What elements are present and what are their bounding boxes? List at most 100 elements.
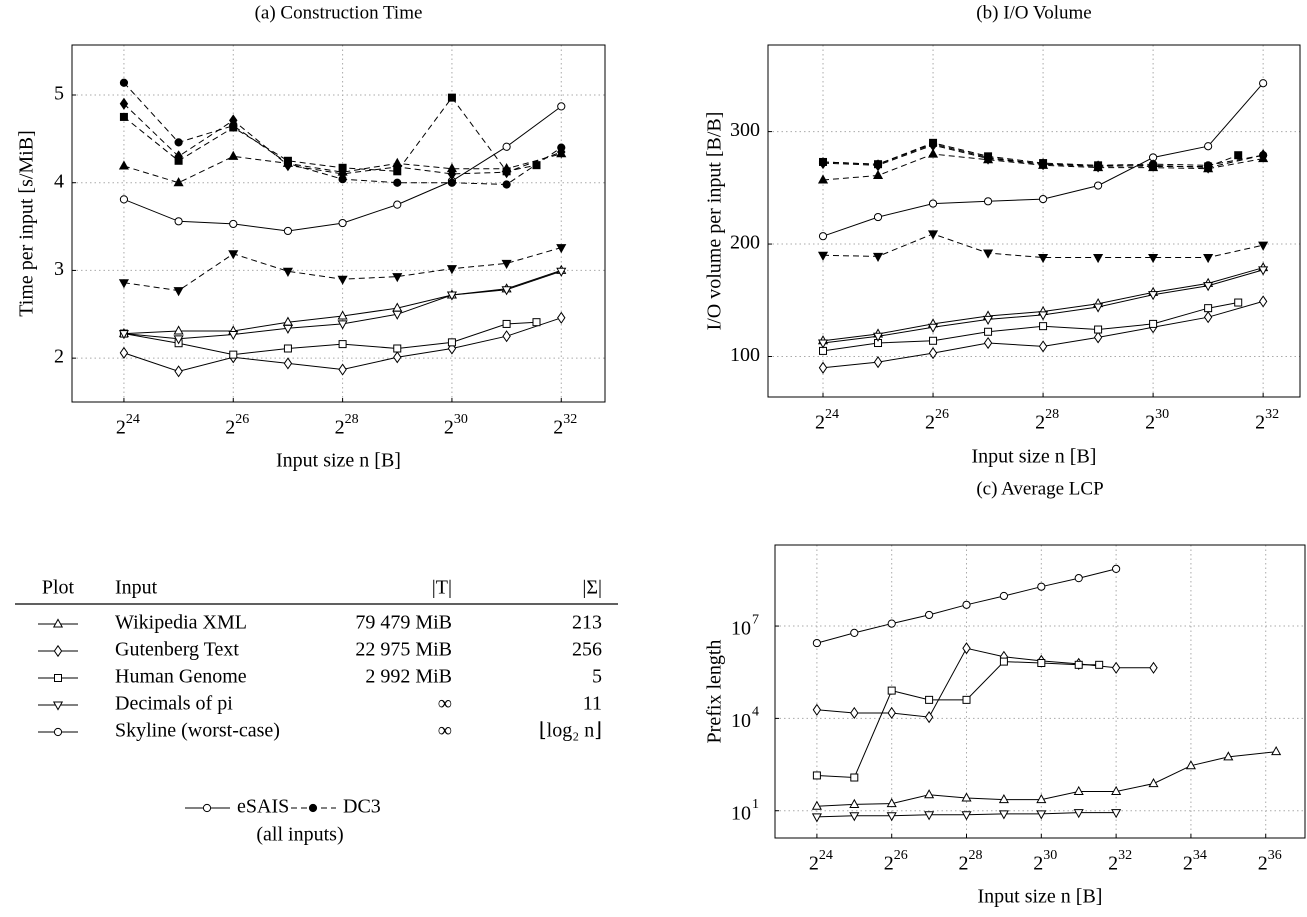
y-tick-exponent: 1 <box>752 797 759 812</box>
x-tick-label: 2 <box>1255 412 1265 434</box>
series-line <box>123 153 562 184</box>
x-tick-label: 2 <box>225 417 235 439</box>
x-tick-label: 2 <box>116 417 126 439</box>
marker <box>1149 160 1158 169</box>
x-tick-label: 2 <box>959 853 969 875</box>
y-tick-label: 5 <box>54 83 64 105</box>
marker <box>872 169 884 179</box>
series-line <box>816 647 1154 718</box>
marker <box>118 160 129 170</box>
marker <box>1074 660 1083 669</box>
marker <box>1204 161 1213 170</box>
y-tick-label: 200 <box>730 232 760 254</box>
y-tick-label: 100 <box>730 344 760 366</box>
marker <box>811 813 822 823</box>
x-tick-exponent: 32 <box>563 412 577 427</box>
marker <box>53 644 63 658</box>
y-tick-label: 4 <box>54 170 64 192</box>
marker <box>338 218 347 228</box>
marker <box>1259 151 1268 160</box>
marker <box>1038 340 1048 353</box>
marker <box>1038 311 1049 321</box>
marker <box>983 336 993 350</box>
marker <box>1185 760 1196 770</box>
marker <box>173 325 184 335</box>
marker <box>873 160 883 169</box>
marker <box>927 323 939 333</box>
legend-note: (all inputs) <box>256 824 343 846</box>
marker <box>174 365 183 378</box>
marker <box>850 773 859 782</box>
marker <box>446 291 457 301</box>
marker <box>393 351 402 364</box>
marker <box>118 330 129 340</box>
marker <box>1074 574 1083 583</box>
marker <box>1234 151 1243 160</box>
marker <box>928 199 938 208</box>
marker <box>532 318 541 327</box>
table-cell: Wikipedia XML <box>115 612 247 634</box>
y-axis-label: I/O volume per input [B/B] <box>704 112 726 331</box>
y-tick-label: 3 <box>54 258 64 280</box>
marker <box>961 792 972 802</box>
marker <box>173 287 184 297</box>
x-tick-label: 2 <box>1108 853 1118 875</box>
marker <box>502 319 511 328</box>
table-cell: Skyline (worst-case) <box>115 720 280 742</box>
marker <box>1258 266 1269 276</box>
table-cell: 2 992 MiB <box>365 666 452 688</box>
x-tick-label: 2 <box>1035 412 1045 434</box>
marker <box>173 335 184 345</box>
marker <box>119 195 129 204</box>
marker <box>887 706 896 720</box>
marker <box>1203 311 1213 324</box>
marker <box>1112 564 1121 573</box>
marker <box>1258 295 1268 308</box>
marker <box>502 167 511 176</box>
marker <box>1148 777 1159 788</box>
chart-title: (c) Average LCP <box>976 478 1103 499</box>
x-tick-label: 2 <box>884 853 894 875</box>
marker <box>1149 319 1158 328</box>
marker <box>282 324 293 334</box>
x-tick-label: 2 <box>1183 853 1193 875</box>
x-tick-exponent: 28 <box>969 848 983 863</box>
marker <box>338 340 347 349</box>
marker <box>283 344 292 353</box>
marker <box>998 810 1009 820</box>
marker <box>501 286 512 296</box>
marker <box>886 798 897 808</box>
marker <box>983 197 993 206</box>
series-line <box>822 233 1264 258</box>
y-axis-label: Time per input [s/MiB] <box>16 130 38 317</box>
marker <box>962 642 971 655</box>
marker <box>1093 303 1104 313</box>
marker <box>338 163 347 172</box>
marker <box>1093 331 1103 344</box>
series-line <box>123 96 537 172</box>
marker <box>392 310 403 320</box>
marker <box>393 178 402 187</box>
marker <box>962 695 971 704</box>
marker <box>119 78 129 87</box>
table-header: Input <box>115 577 158 599</box>
marker <box>1093 161 1103 170</box>
table-cell: 213 <box>572 612 602 634</box>
x-tick-label: 2 <box>553 417 563 439</box>
x-axis-label: Input size n [B] <box>276 450 401 472</box>
marker <box>849 812 860 822</box>
marker <box>983 153 993 162</box>
marker <box>817 339 829 349</box>
marker <box>873 212 883 222</box>
marker <box>337 275 348 285</box>
marker <box>927 230 939 240</box>
x-tick-label: 2 <box>444 417 454 439</box>
marker <box>502 142 511 151</box>
x-axis-label: Input size n [B] <box>972 446 1097 468</box>
x-tick-exponent: 36 <box>1268 848 1282 863</box>
marker <box>228 250 239 260</box>
marker <box>850 706 859 720</box>
marker <box>229 350 238 359</box>
